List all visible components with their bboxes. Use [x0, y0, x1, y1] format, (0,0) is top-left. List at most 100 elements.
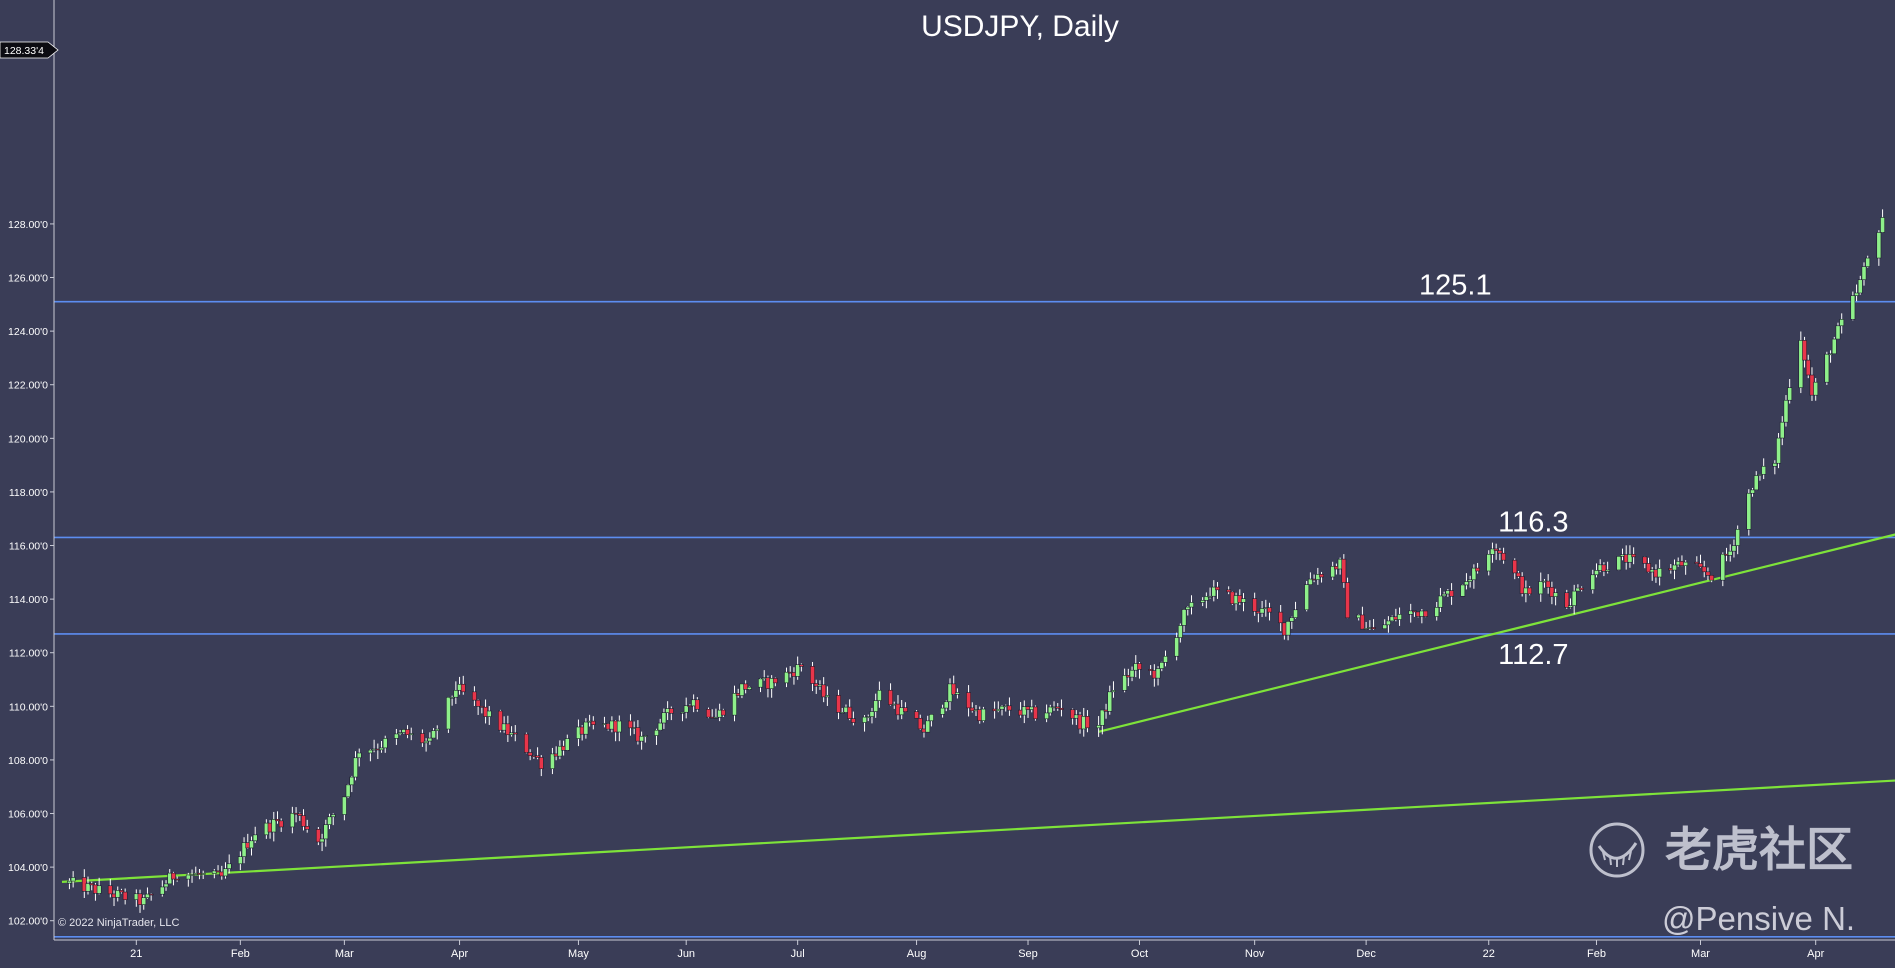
candle-body — [115, 890, 121, 898]
candle-body — [460, 683, 466, 693]
candle-body — [999, 705, 1005, 710]
candle-body — [1512, 559, 1518, 574]
candle-body — [1070, 709, 1076, 719]
candle-body — [249, 840, 254, 849]
candle-body — [739, 683, 745, 696]
candle — [1854, 284, 1859, 302]
candle-body — [1047, 706, 1053, 714]
candle — [1055, 703, 1061, 711]
candle-body — [1750, 489, 1755, 494]
candle — [1720, 552, 1726, 587]
candle — [185, 872, 191, 887]
candle-body — [505, 723, 511, 736]
candle-body — [1783, 399, 1789, 423]
candle — [1683, 560, 1689, 575]
candle-body — [1252, 598, 1258, 612]
candle-body — [1802, 340, 1807, 361]
candle — [862, 715, 867, 732]
candle — [505, 715, 511, 742]
candle-body — [393, 733, 399, 739]
candle-body — [323, 824, 329, 840]
trendline — [61, 779, 1895, 883]
candle — [475, 699, 481, 715]
candle-body — [1107, 691, 1113, 712]
candle-body — [1698, 563, 1703, 568]
candle — [527, 749, 533, 761]
candle-body — [241, 842, 247, 857]
candle-body — [550, 753, 555, 770]
candle-body — [1779, 421, 1785, 439]
candle-body — [1363, 628, 1369, 630]
candle-body — [1181, 609, 1187, 626]
candle-body — [237, 856, 243, 865]
candle-body — [427, 737, 433, 742]
candle-body — [713, 716, 719, 719]
candle — [639, 731, 645, 750]
candle — [1155, 666, 1161, 686]
candle — [914, 710, 919, 719]
candle-body — [1207, 595, 1213, 598]
candle — [616, 715, 622, 742]
candle-body — [223, 868, 228, 877]
candle — [1021, 700, 1027, 724]
candle-body — [1412, 610, 1417, 613]
candle — [171, 871, 176, 886]
candle — [345, 783, 351, 799]
candle-body — [1007, 705, 1012, 711]
candle-body — [903, 707, 908, 712]
candle — [1486, 550, 1492, 576]
candle — [1241, 593, 1246, 612]
candle-body — [431, 730, 436, 739]
candle — [237, 851, 243, 871]
candle-body — [1096, 725, 1102, 729]
x-tick-label: Feb — [231, 948, 250, 960]
candle — [353, 751, 358, 781]
candle-body — [1189, 602, 1194, 608]
candle-body — [405, 729, 410, 736]
candle-body — [145, 893, 150, 898]
candle — [1519, 572, 1525, 597]
candle-body — [1753, 475, 1759, 491]
candle — [1137, 661, 1142, 679]
candle-body — [1787, 387, 1793, 401]
candle — [917, 714, 923, 730]
candle — [876, 681, 882, 708]
candle-body — [1854, 292, 1859, 296]
candle — [431, 728, 436, 739]
candle — [486, 706, 492, 725]
candle-body — [527, 752, 533, 756]
candle-body — [1549, 586, 1555, 597]
x-tick-label: Sep — [1018, 948, 1038, 960]
candle-body — [1203, 596, 1209, 601]
candle — [1545, 574, 1551, 594]
candle-body — [1397, 613, 1402, 620]
candle-body — [1527, 587, 1533, 595]
candle-body — [1059, 707, 1064, 710]
candle-body — [1746, 492, 1752, 530]
y-tick-label: 118.00'0 — [9, 487, 48, 499]
candle-body — [278, 820, 284, 828]
candle-body — [873, 700, 879, 712]
candle-body — [1571, 590, 1577, 606]
candle — [1259, 600, 1265, 618]
candle — [460, 675, 466, 695]
candle — [1267, 602, 1272, 621]
x-tick-label: Dec — [1356, 948, 1376, 960]
horizontal-levels — [54, 300, 1895, 938]
candle — [1203, 592, 1209, 609]
y-tick-label: 110.00'0 — [9, 701, 48, 713]
y-tick-label: 102.00'0 — [8, 916, 48, 928]
candle-body — [746, 686, 752, 690]
candle — [1516, 571, 1521, 579]
candle-body — [1720, 553, 1726, 581]
candle — [1441, 591, 1447, 597]
candle-body — [1519, 576, 1525, 594]
price-tag — [0, 41, 59, 59]
candle-body — [1226, 589, 1232, 593]
candle — [903, 702, 908, 712]
candle — [1464, 573, 1469, 590]
candle — [434, 725, 440, 740]
candle — [628, 714, 633, 736]
candle — [1490, 542, 1495, 563]
